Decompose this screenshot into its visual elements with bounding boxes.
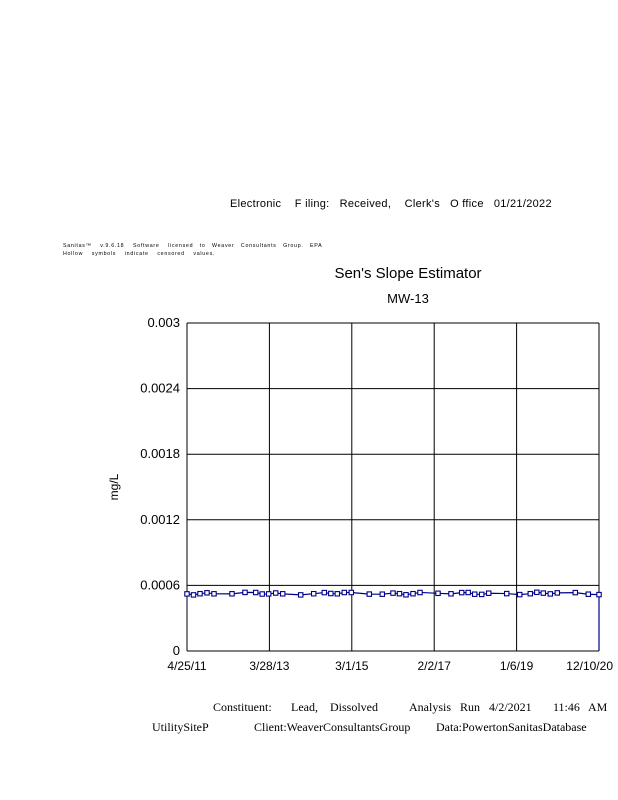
svg-text:mg/L: mg/L — [107, 473, 121, 500]
svg-text:0.0012: 0.0012 — [140, 512, 180, 527]
svg-text:0.003: 0.003 — [147, 315, 180, 330]
svg-text:3/1/15: 3/1/15 — [335, 659, 369, 673]
svg-text:0: 0 — [173, 643, 180, 658]
svg-text:0.0024: 0.0024 — [140, 381, 180, 396]
svg-text:1/6/19: 1/6/19 — [500, 659, 534, 673]
svg-text:2/2/17: 2/2/17 — [418, 659, 452, 673]
svg-text:12/10/20: 12/10/20 — [566, 659, 613, 673]
svg-text:3/28/13: 3/28/13 — [249, 659, 289, 673]
svg-text:0.0018: 0.0018 — [140, 446, 180, 461]
svg-text:0.0006: 0.0006 — [140, 577, 180, 592]
svg-text:4/25/11: 4/25/11 — [167, 659, 206, 673]
